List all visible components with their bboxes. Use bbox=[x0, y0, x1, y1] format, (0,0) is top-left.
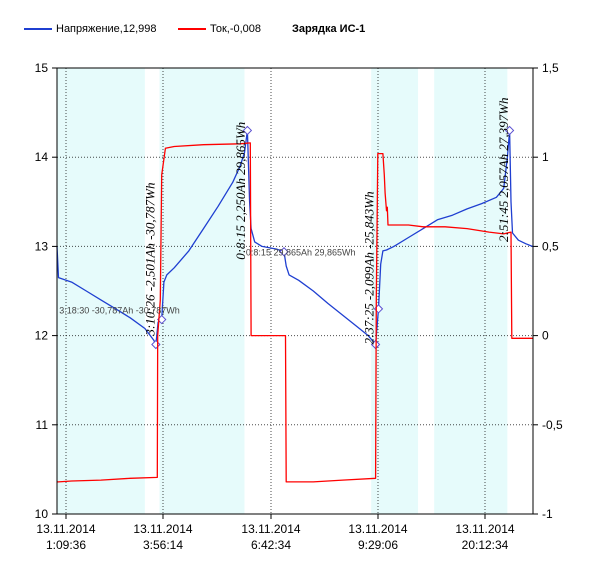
y-left-tick-label: 11 bbox=[36, 418, 49, 432]
phase-bands bbox=[57, 68, 508, 514]
x-tick-time: 20:12:34 bbox=[462, 538, 509, 552]
y-right-tick-label: -1 bbox=[542, 507, 553, 521]
inline-annotation: 3:18:30 -30,787Ah -30,787Wh bbox=[59, 305, 180, 315]
y-right-tick-label: 0,5 bbox=[542, 239, 559, 253]
voltage-legend-label: Напряжение,12,998 bbox=[56, 23, 157, 35]
y-right-tick-label: 0 bbox=[542, 329, 549, 343]
annotation-layer: 3:10:26 -2,501Ah -30,787Wh 0:8:15 2,250Ah… bbox=[59, 98, 511, 345]
data-marker bbox=[279, 247, 289, 257]
x-tick-date: 13.11.2014 bbox=[348, 522, 407, 536]
data-marker bbox=[504, 125, 515, 136]
series-layer bbox=[56, 125, 534, 483]
voltage-line bbox=[56, 129, 534, 346]
x-tick-date: 13.11.2014 bbox=[455, 522, 514, 536]
y-right-tick-label: -0,5 bbox=[542, 418, 563, 432]
y-left-tick-label: 12 bbox=[35, 329, 49, 343]
inline-annotation: 0:8:15 29,865Ah 29,865Wh bbox=[246, 247, 356, 257]
phase-band bbox=[434, 68, 508, 514]
y-right-tick-label: 1 bbox=[542, 150, 549, 164]
x-tick-time: 6:42:34 bbox=[251, 538, 291, 552]
x-tick-date: 13.11.2014 bbox=[133, 522, 192, 536]
current-legend-swatch bbox=[178, 28, 206, 30]
y-right-tick-label: 1,5 bbox=[542, 61, 559, 75]
axes: 10 11 12 13 14 15 -1 -0,5 0 0,5 1 1,5 13.11.2014 1:09… bbox=[35, 61, 563, 552]
y-left-tick-label: 14 bbox=[35, 150, 49, 164]
y-left-tick-label: 10 bbox=[35, 507, 49, 521]
current-line bbox=[57, 142, 533, 483]
x-tick-time: 1:09:36 bbox=[46, 538, 86, 552]
vertical-annotation: 0:8:15 2,250Ah 29,865Wh bbox=[233, 122, 248, 260]
y-left-tick-label: 13 bbox=[35, 239, 49, 253]
vertical-annotation: 3:10:26 -2,501Ah -30,787Wh bbox=[142, 183, 157, 337]
vertical-annotation: 2:51:45 2,057Ah 27,397Wh bbox=[496, 98, 511, 242]
plot-frame bbox=[56, 67, 534, 515]
data-marker bbox=[151, 339, 161, 350]
phase-band bbox=[57, 68, 145, 514]
data-marker bbox=[242, 125, 253, 136]
legend-current: Ток,-0,008 bbox=[178, 20, 261, 38]
x-tick-time: 9:29:06 bbox=[358, 538, 398, 552]
x-tick-date: 13.11.2014 bbox=[36, 522, 95, 536]
chart-title-text: Зарядка ИС-1 bbox=[292, 23, 366, 35]
current-legend-label: Ток,-0,008 bbox=[210, 23, 262, 35]
chart-title: Зарядка ИС-1 bbox=[292, 20, 365, 38]
x-tick-date: 13.11.2014 bbox=[241, 522, 300, 536]
phase-band bbox=[159, 68, 245, 514]
y-left-tick-label: 15 bbox=[35, 61, 49, 75]
voltage-legend-swatch bbox=[24, 28, 52, 30]
vertical-annotation: 2:37:25 -2,099Ah -25,843Wh bbox=[361, 191, 376, 344]
legend-voltage: Напряжение,12,998 bbox=[24, 20, 156, 38]
x-tick-time: 3:56:14 bbox=[143, 538, 183, 552]
